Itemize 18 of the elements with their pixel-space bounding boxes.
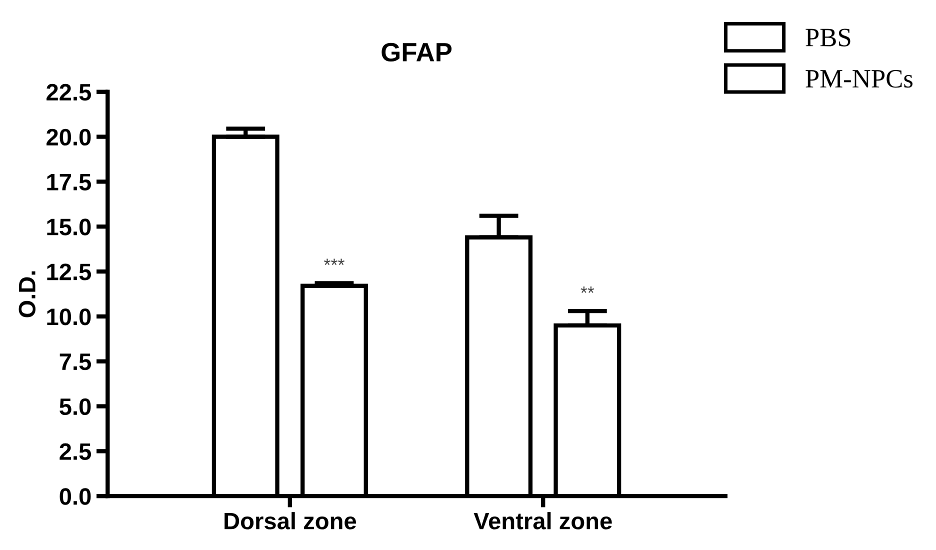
y-axis-title: O.D. bbox=[18, 271, 36, 318]
y-tick-label: 7.5 bbox=[60, 354, 92, 370]
y-tick-label: 10.0 bbox=[47, 308, 91, 326]
y-tick-label: 0.0 bbox=[60, 488, 91, 505]
legend-label: PBS bbox=[806, 28, 850, 46]
annotation: ** bbox=[580, 286, 594, 293]
y-tick-label: 5.0 bbox=[60, 398, 91, 416]
y-tick-label: 20.0 bbox=[46, 128, 91, 146]
y-tick-label: 17.5 bbox=[47, 174, 92, 190]
y-tick-label: 2.5 bbox=[60, 443, 92, 460]
y-tick-label: 22.5 bbox=[46, 84, 92, 101]
y-tick-label: 15.0 bbox=[47, 218, 91, 236]
y-tick-label: 12.5 bbox=[47, 264, 92, 280]
annotation: *** bbox=[324, 258, 344, 266]
chart-title: GFAP bbox=[382, 42, 452, 62]
x-tick-label: Dorsal zone bbox=[224, 512, 356, 530]
legend-label: PM-NPCs bbox=[806, 70, 912, 88]
x-tick-label: Ventral zone bbox=[474, 512, 612, 530]
